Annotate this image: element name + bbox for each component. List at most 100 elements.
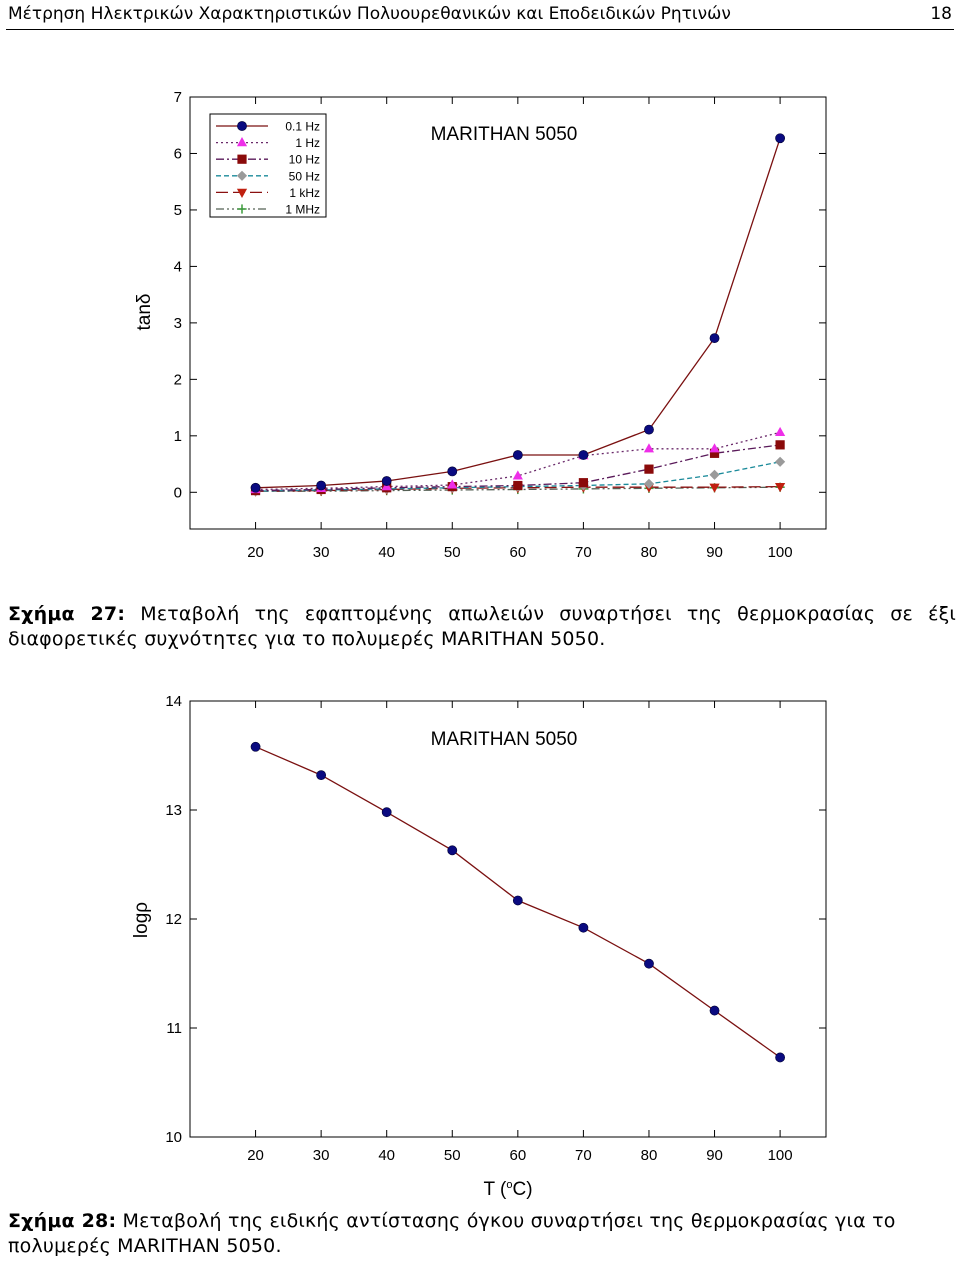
data-point — [447, 845, 458, 856]
data-point — [578, 478, 589, 488]
plot-frame — [189, 96, 827, 530]
data-point — [644, 958, 654, 969]
x-tick-label: 30 — [313, 544, 330, 560]
x-tick-label: 80 — [641, 1147, 658, 1164]
data-point — [512, 450, 523, 460]
data-point — [316, 480, 327, 491]
legend-label: 50 Hz — [289, 169, 320, 183]
y-tick-label: 2 — [174, 371, 182, 388]
data-point — [775, 440, 785, 450]
y-tick-label: 7 — [174, 89, 182, 106]
running-title: Μέτρηση Ηλεκτρικών Χαρακτηριστικών Πολυο… — [8, 4, 731, 24]
series-line — [255, 431, 781, 491]
data-point — [775, 456, 786, 467]
legend-marker — [236, 137, 248, 147]
legend-label: 1 Hz — [295, 136, 320, 150]
page-number: 18 — [930, 4, 952, 24]
legend-marker — [237, 204, 247, 214]
data-point — [381, 807, 392, 818]
x-tick-label: 100 — [768, 544, 793, 560]
data-point — [447, 466, 458, 477]
header-rule — [6, 29, 954, 30]
data-point — [775, 483, 786, 493]
data-point — [709, 448, 720, 458]
data-point — [512, 895, 523, 906]
data-point — [775, 1052, 786, 1063]
x-tick-label: 40 — [378, 1147, 395, 1164]
data-point — [644, 424, 654, 435]
page-header: Μέτρηση Ηλεκτρικών Χαρακτηριστικών Πολυο… — [6, 2, 954, 30]
data-point — [250, 482, 261, 493]
legend-label: 1 kHz — [289, 186, 320, 200]
legend-box — [209, 113, 327, 218]
legend-label: 0.1 Hz — [285, 120, 320, 134]
x-tick-label: 60 — [509, 544, 526, 560]
x-axis-label: T (oC) — [483, 1179, 532, 1200]
plot-frame — [189, 700, 827, 1138]
legend-marker — [237, 121, 247, 131]
legend-marker — [236, 170, 248, 181]
y-tick-label: 6 — [174, 145, 182, 162]
y-tick-label: 4 — [174, 258, 182, 275]
data-point — [775, 426, 786, 437]
x-tick-label: 60 — [509, 1147, 526, 1164]
y-tick-label: 12 — [165, 911, 182, 928]
figure-28-label: Σχήμα 28: — [8, 1210, 117, 1232]
data-point — [709, 469, 720, 480]
data-point — [447, 479, 458, 489]
y-tick-label: 11 — [166, 1020, 182, 1037]
y-tick-label: 0 — [174, 484, 182, 501]
x-tick-label: 50 — [444, 1147, 461, 1164]
figure-27-label: Σχήμα 27: — [8, 603, 126, 625]
x-tick-label: 70 — [575, 1147, 592, 1164]
y-tick-label: 13 — [165, 802, 182, 819]
legend-label: 10 Hz — [289, 153, 320, 167]
x-tick-label: 20 — [247, 1147, 264, 1164]
x-tick-label: 50 — [444, 544, 461, 560]
data-point — [709, 483, 720, 493]
resistivity-chart: 10 11 12 13 14 20 30 40 50 60 70 80 90 100 T (oC) logρ M… — [131, 693, 827, 1200]
legend-label: 1 MHz — [285, 203, 320, 217]
x-tick-label: 80 — [641, 544, 658, 560]
data-point — [578, 450, 589, 460]
data-point — [644, 464, 654, 474]
chart-title: MARITHAN 5050 — [431, 124, 578, 145]
x-tick-label: 20 — [247, 544, 264, 560]
series-line — [255, 486, 781, 492]
x-axis-label-text: T ( — [483, 1179, 507, 1200]
data-point — [643, 443, 655, 453]
data-point — [250, 741, 261, 752]
y-tick-label: 5 — [174, 202, 182, 219]
data-point — [709, 443, 720, 453]
x-tick-label: 100 — [768, 1147, 793, 1164]
tan-delta-chart: 012345672030405060708090100T (oC)tanδMAR… — [134, 89, 827, 560]
x-axis-label-tail: C) — [512, 1179, 532, 1200]
series-line — [255, 137, 781, 489]
x-axis-label-sup: o — [506, 1179, 512, 1191]
y-tick-label: 14 — [165, 693, 182, 710]
data-point — [578, 922, 589, 933]
data-point — [512, 470, 523, 480]
x-tick-label: 40 — [378, 544, 395, 560]
x-tick-label: 90 — [706, 1147, 723, 1164]
figure-27-caption: Σχήμα 27: Μεταβολή της εφαπτομένης απωλε… — [8, 602, 956, 652]
y-tick-label: 1 — [174, 428, 182, 445]
data-point — [513, 480, 523, 491]
y-tick-label: 3 — [174, 315, 182, 332]
data-point — [643, 478, 655, 489]
y-tick-label: 10 — [165, 1129, 182, 1146]
x-tick-label: 30 — [313, 1147, 330, 1164]
data-point — [709, 333, 720, 344]
y-axis-label: tanδ — [134, 294, 155, 331]
data-point — [381, 476, 392, 486]
legend-marker — [236, 188, 248, 198]
x-tick-label: 70 — [575, 544, 592, 560]
figure-28-caption: Σχήμα 28: Μεταβολή της ειδικής αντίσταση… — [8, 1209, 956, 1259]
legend-marker — [237, 154, 247, 164]
chart-title: MARITHAN 5050 — [431, 729, 578, 750]
figure-28-text: Μεταβολή της ειδικής αντίστασης όγκου συ… — [8, 1210, 896, 1257]
data-point — [709, 1005, 720, 1016]
data-point — [775, 133, 786, 144]
x-tick-label: 90 — [706, 544, 723, 560]
y-axis-label: logρ — [131, 902, 152, 938]
